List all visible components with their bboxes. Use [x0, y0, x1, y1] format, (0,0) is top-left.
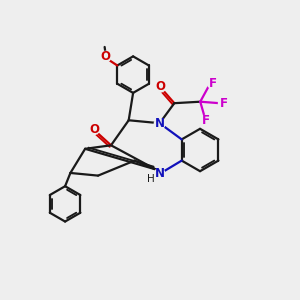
Circle shape [89, 124, 100, 134]
Text: O: O [89, 123, 99, 136]
Text: H: H [148, 174, 155, 184]
Text: F: F [202, 114, 210, 127]
Circle shape [201, 115, 212, 126]
Text: O: O [100, 50, 110, 63]
Text: O: O [155, 80, 166, 93]
Circle shape [155, 81, 166, 92]
Circle shape [154, 169, 165, 179]
Text: N: N [154, 117, 165, 130]
Circle shape [100, 51, 111, 62]
Circle shape [207, 78, 218, 88]
Text: F: F [220, 97, 228, 110]
Text: F: F [208, 77, 217, 90]
Circle shape [154, 118, 165, 129]
Text: N: N [154, 167, 165, 180]
Circle shape [218, 98, 229, 109]
